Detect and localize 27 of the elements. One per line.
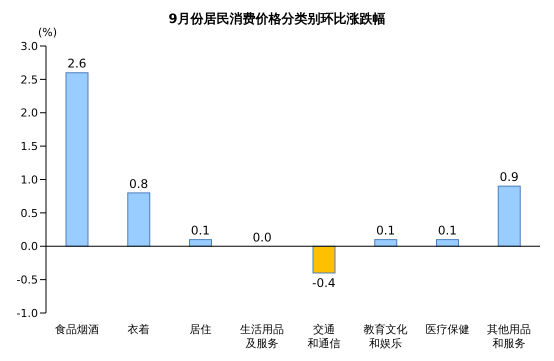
x-tick-label: 食品烟酒 xyxy=(54,323,99,336)
y-tick-label: -1.0 xyxy=(16,306,38,320)
data-label: 0.0 xyxy=(252,230,272,244)
x-tick-label: 其他用品和服务 xyxy=(487,323,532,350)
y-tick-label: 2.0 xyxy=(20,106,38,120)
y-tick-label: 0.0 xyxy=(20,240,38,254)
y-tick-label: 1.5 xyxy=(20,140,38,154)
data-label: 0.1 xyxy=(190,224,210,238)
x-tick-label: 教育文化和娱乐 xyxy=(364,323,408,350)
x-tick-label: 交通和通信 xyxy=(307,323,340,350)
data-label: 2.6 xyxy=(67,56,86,71)
y-tick-label: 2.5 xyxy=(20,73,38,86)
data-label: 0.9 xyxy=(500,170,519,184)
y-tick-label: 3.0 xyxy=(20,40,38,53)
x-tick-label: 衣着 xyxy=(128,323,150,336)
x-tick-label: 居住 xyxy=(189,323,212,336)
y-tick-label: -0.5 xyxy=(16,274,38,287)
y-tick-label: 0.5 xyxy=(20,206,38,220)
y-axis-title: (%) xyxy=(38,26,58,39)
x-tick-label: 医疗保健 xyxy=(425,323,470,336)
y-tick-label: 1.0 xyxy=(20,173,38,186)
data-label: 0.1 xyxy=(438,224,457,238)
data-label: 0.1 xyxy=(376,224,396,238)
data-label: 0.8 xyxy=(129,176,148,191)
x-tick-label: 生活用品及服务 xyxy=(240,323,284,350)
data-label: -0.4 xyxy=(312,276,336,290)
chart-title: 9月份居民消费价格分类别环比涨跌幅 xyxy=(168,12,386,27)
